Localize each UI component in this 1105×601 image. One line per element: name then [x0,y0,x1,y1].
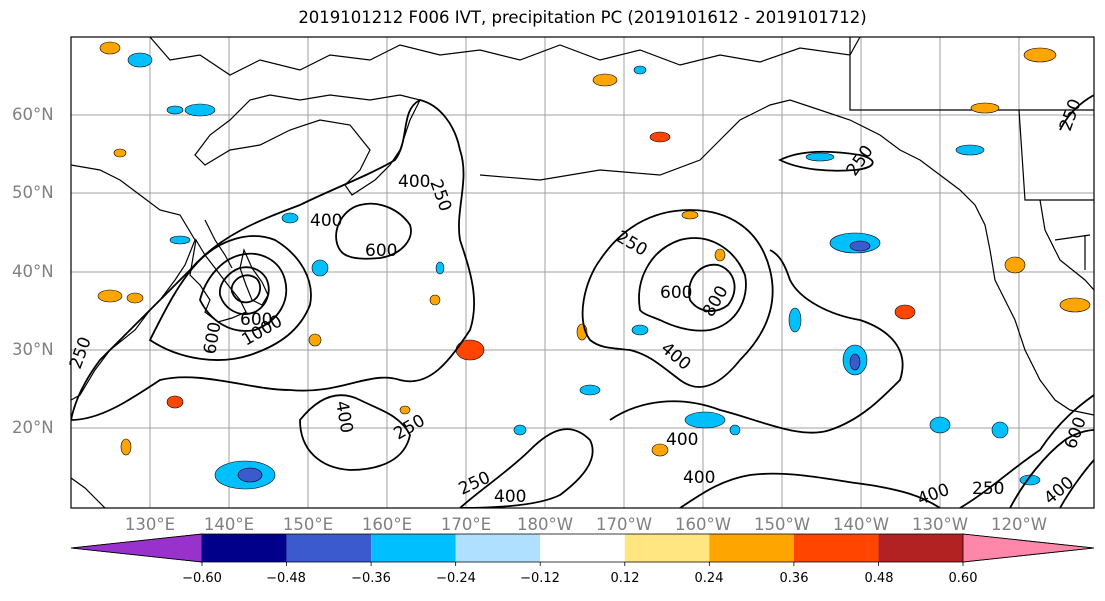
lon-label: 120°W [990,515,1048,534]
contour-label: 400 [915,480,952,510]
colorbar-segment [371,534,456,562]
colorbar-segment [202,534,287,562]
ivt-contours [71,94,1094,508]
contour-label: 400 [398,172,430,192]
lon-label: 150°E [282,515,334,534]
gridlines [71,37,1094,508]
precipitation-shading [97,41,1091,490]
colorbar-segment [878,534,963,562]
contour-label: 400 [1040,473,1078,509]
contour-labels: 400 250 400 600 600 1000 600 400 250 250… [66,96,1091,509]
colorbar-tick: −0.12 [520,571,560,586]
map-title: 2019101212 F006 IVT, precipitation PC (2… [298,8,867,27]
lon-label: 160°E [361,515,413,534]
contour-label: 600 [365,241,397,261]
colorbar-segment [540,534,625,562]
colorbar-tick: 0.24 [694,571,724,586]
contour-label: 600 [660,283,692,303]
lon-label: 140°E [203,515,255,534]
lat-label: 60°N [12,105,54,124]
contour-label: 250 [613,227,651,261]
colorbar-tick: −0.24 [436,571,476,586]
contour-label: 250 [425,177,455,214]
lon-label: 140°W [832,515,890,534]
contour-label: 250 [66,334,96,371]
contour-label: 800 [699,282,733,320]
colorbar-tick: 0.12 [610,571,640,586]
lon-label: 180°W [516,515,574,534]
lat-label: 20°N [12,418,54,437]
lon-label: 170°E [440,515,492,534]
lon-label: 150°W [753,515,811,534]
colorbar-segment [286,534,372,562]
contour-label: 400 [666,430,698,450]
contour-label: 400 [331,399,356,434]
colorbar-extend-low [70,533,203,563]
contour-label: 400 [657,339,695,375]
lon-label: 170°W [595,515,653,534]
lat-label: 30°N [12,340,54,359]
lon-label: 160°W [674,515,732,534]
lat-label: 40°N [12,262,54,281]
colorbar-segment [793,534,879,562]
colorbar [70,533,1095,566]
plot-frame [70,36,1095,509]
contour-label: 400 [683,468,715,488]
colorbar-segment [455,534,541,562]
colorbar-tick: −0.60 [182,571,222,586]
contour-label: 600 [240,310,272,330]
lon-label: 130°W [911,515,969,534]
contour-label: 600 [200,320,225,355]
contour-label: 250 [1056,96,1086,133]
colorbar-tick: −0.48 [266,571,306,586]
colorbar-tick: 0.36 [779,571,809,586]
colorbar-extend-high [962,533,1095,563]
lat-label: 50°N [12,183,54,202]
colorbar-segment [709,534,794,562]
colorbar-segment [624,534,710,562]
contour-label: 400 [310,211,342,231]
colorbar-tick: 0.48 [864,571,894,586]
lon-label: 130°E [124,515,176,534]
contour-label: 400 [494,487,526,507]
contour-label: 250 [972,479,1004,499]
colorbar-tick: −0.36 [351,571,391,586]
colorbar-tick: 0.60 [948,571,978,586]
